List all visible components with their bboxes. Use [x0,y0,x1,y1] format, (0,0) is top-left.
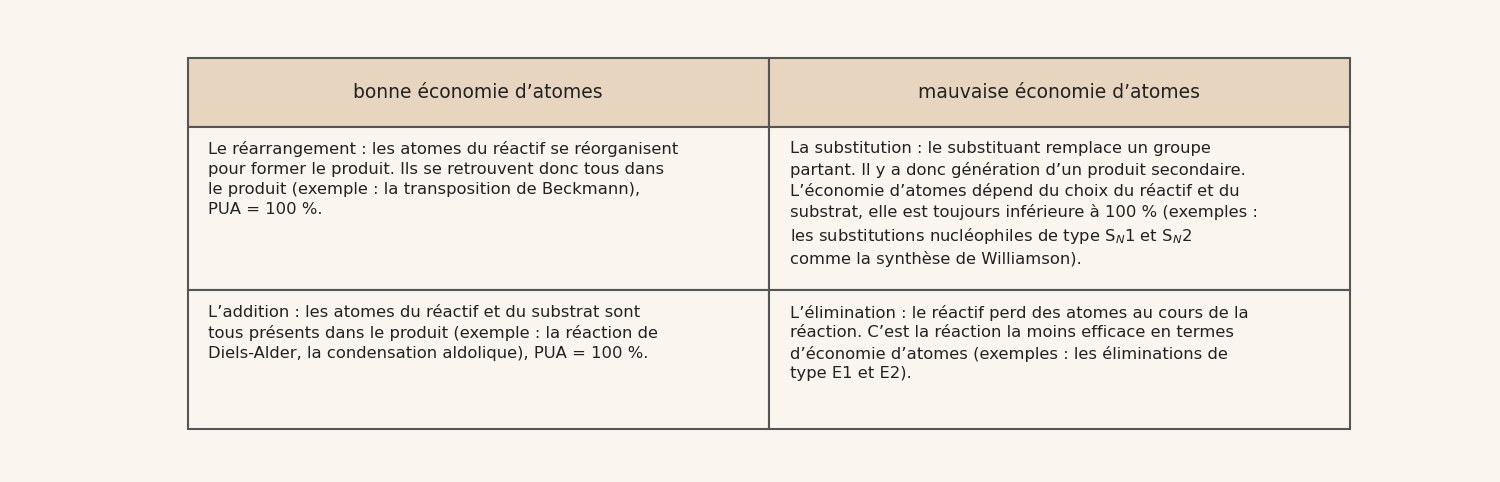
Text: La substitution : le substituant remplace un groupe
partant. Il y a donc générat: La substitution : le substituant remplac… [789,141,1257,267]
Bar [768,126,1350,290]
Text: mauvaise économie d’atomes: mauvaise économie d’atomes [918,83,1200,102]
Text: Le réarrangement : les atomes du réactif se réorganisent
pour former le produit.: Le réarrangement : les atomes du réactif… [209,141,678,217]
Text: bonne économie d’atomes: bonne économie d’atomes [354,83,603,102]
Bar [768,290,1350,429]
Bar [188,290,768,429]
Bar [188,58,768,126]
Bar [768,58,1350,126]
Bar [188,126,768,290]
Text: L’addition : les atomes du réactif et du substrat sont
tous présents dans le pro: L’addition : les atomes du réactif et du… [209,305,658,361]
Text: L’élimination : le réactif perd des atomes au cours de la
réaction. C’est la réa: L’élimination : le réactif perd des atom… [789,305,1248,381]
